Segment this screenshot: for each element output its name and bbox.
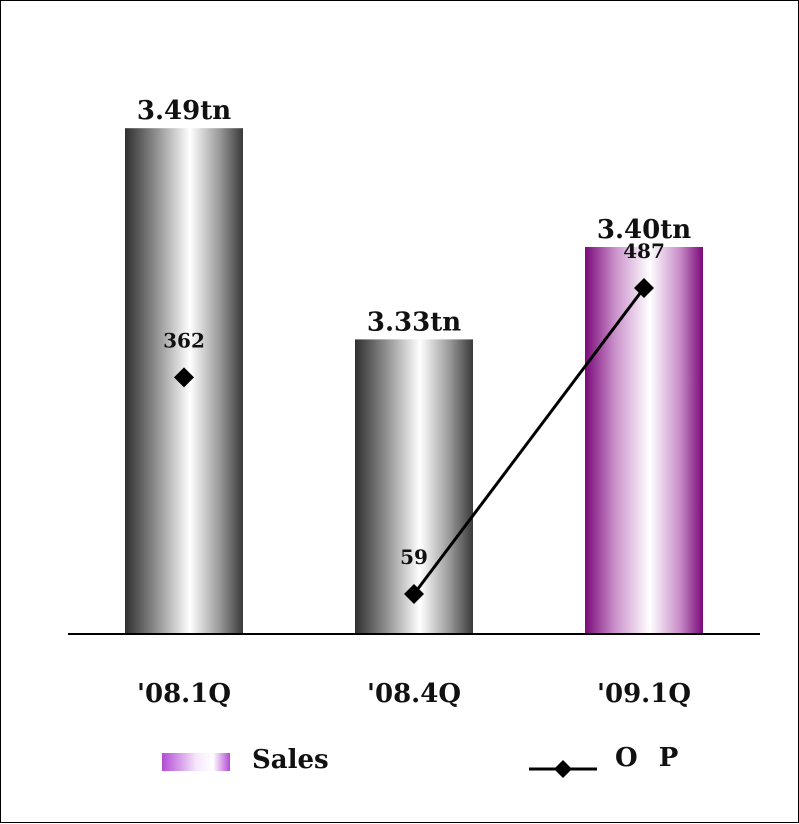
- x-tick-label-2: '08.4Q: [367, 679, 461, 709]
- legend-op-label: O P: [615, 743, 684, 773]
- legend-op-marker: [554, 760, 572, 778]
- sales-bar-3: [585, 247, 703, 634]
- op-point-label-1: 362: [163, 328, 205, 352]
- sales-bar-label-3: 3.40tn: [597, 215, 691, 245]
- op-point-1: [174, 367, 194, 388]
- sales-bars: [125, 128, 703, 634]
- op-point-label-2: 59: [400, 545, 428, 569]
- x-tick-label-3: '09.1Q: [597, 679, 691, 709]
- x-axis-ticks: '08.1Q '08.4Q '09.1Q: [137, 679, 691, 709]
- op-point-labels: 362 59 487: [163, 239, 665, 569]
- sales-bar-labels: 3.49tn 3.33tn 3.40tn: [137, 96, 691, 337]
- op-series: [174, 278, 654, 604]
- op-point-label-3: 487: [623, 239, 665, 263]
- op-point-2: [404, 584, 424, 604]
- op-segment-2: [412, 287, 646, 595]
- sales-bar-label-2: 3.33tn: [367, 307, 461, 337]
- sales-bar-label-1: 3.49tn: [137, 96, 231, 126]
- op-point-3: [634, 278, 654, 298]
- legend-sales-label: Sales: [252, 745, 329, 775]
- x-tick-label-1: '08.1Q: [137, 679, 231, 709]
- legend-sales-swatch: [162, 753, 230, 771]
- legend: Sales O P: [162, 743, 684, 778]
